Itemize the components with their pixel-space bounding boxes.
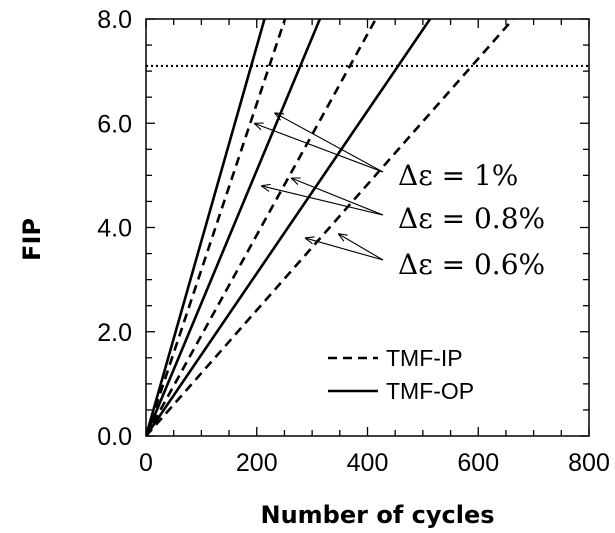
annotation-arrow: [254, 123, 384, 173]
x-tick-label: 600: [457, 449, 499, 477]
series-line-5: [146, 19, 515, 436]
annotation-arrow: [261, 186, 384, 216]
x-tick-label: 800: [568, 449, 610, 477]
annotation-labels: Δε = 1% Δε = 0.8% Δε = 0.6%: [398, 159, 545, 281]
y-tick-label: 0.0: [97, 423, 132, 451]
series-layer: [146, 19, 515, 436]
y-tick-label: 4.0: [97, 215, 132, 243]
annotation-arrow: [274, 113, 384, 173]
legend: TMF-IP TMF-OP: [328, 345, 474, 404]
series-line-1: [146, 19, 287, 436]
annotation-arrows: [254, 113, 384, 261]
y-tick-label: 2.0: [97, 319, 132, 347]
annotation-arrow: [338, 234, 384, 261]
annotation-label: Δε = 0.6%: [398, 248, 545, 281]
x-tick-label: 0: [139, 449, 153, 477]
annotation-label: Δε = 0.8%: [398, 202, 545, 235]
series-line-2: [146, 19, 322, 436]
y-tick-label: 8.0: [97, 6, 132, 34]
annotation-arrow: [305, 238, 384, 261]
x-tick-labels: 0 200 400 600 800: [139, 449, 610, 477]
y-tick-label: 6.0: [97, 110, 132, 138]
series-line-3: [146, 19, 377, 436]
annotation-label: Δε = 1%: [398, 159, 518, 192]
legend-label: TMF-OP: [386, 378, 474, 404]
x-tick-label: 200: [236, 449, 278, 477]
series-line-0: [146, 19, 266, 436]
series-line-4: [146, 19, 432, 436]
x-tick-label: 400: [347, 449, 389, 477]
annotation-arrow: [291, 178, 384, 216]
y-tick-labels: 0.0 2.0 4.0 6.0 8.0: [97, 6, 132, 451]
plot-area-frame: [145, 18, 590, 437]
legend-label: TMF-IP: [386, 345, 463, 371]
x-axis-title: Number of cycles: [261, 501, 495, 529]
y-axis-title: FIP: [18, 218, 46, 261]
